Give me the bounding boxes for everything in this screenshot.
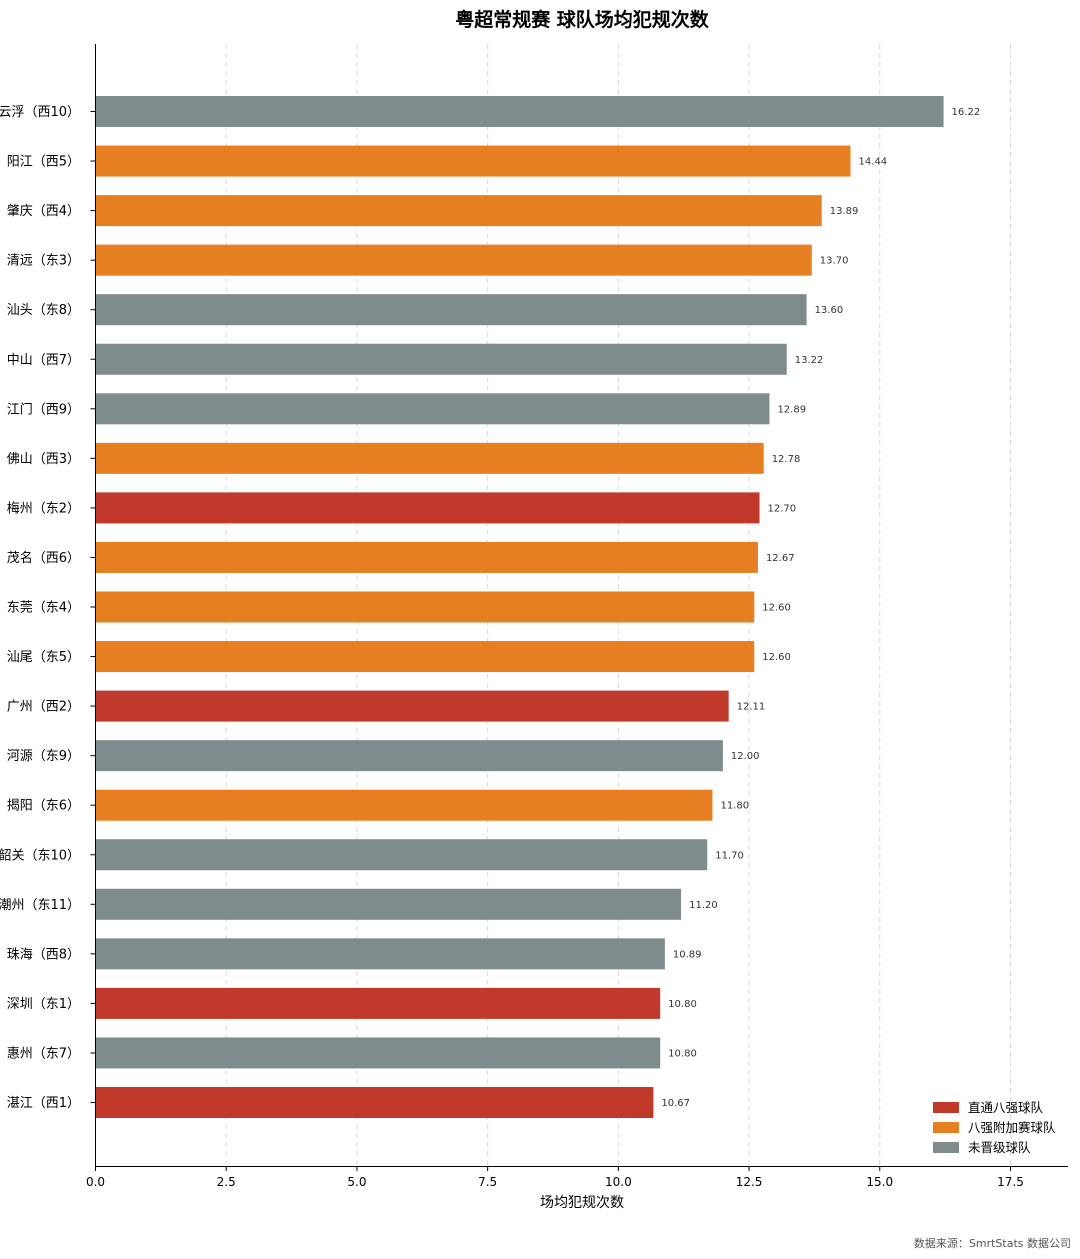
bar <box>95 1087 654 1118</box>
value-label: 10.89 <box>673 949 702 960</box>
x-tick-label: 17.5 <box>997 1175 1024 1189</box>
bar <box>95 1037 661 1069</box>
category-label: 江门（西9） <box>7 402 80 417</box>
value-label: 12.70 <box>768 503 797 514</box>
source-note: 数据来源：SmrtStats 数据公司 <box>914 1236 1071 1250</box>
bar <box>95 888 682 920</box>
bar <box>95 96 944 127</box>
value-label: 14.44 <box>858 157 887 168</box>
bar <box>95 641 755 673</box>
x-tick-label: 12.5 <box>736 1175 763 1189</box>
x-tick-label: 15.0 <box>866 1175 893 1189</box>
x-axis-label: 场均犯规次数 <box>540 1195 624 1211</box>
category-label: 广州（西2） <box>7 700 80 715</box>
category-label: 湛江（西1） <box>7 1096 80 1111</box>
x-tick-label: 7.5 <box>478 1175 497 1189</box>
bar-group: 云浮（西10） 16.22 阳江（西5） 14.44 肇庆（西4） 13.89 清远（东3）… <box>0 96 980 1118</box>
value-label: 13.60 <box>815 305 844 316</box>
category-label: 汕尾（东5） <box>7 650 80 665</box>
x-ticks: 0.0 2.5 5.0 7.5 10.0 12.5 15.0 17.5 <box>86 1166 1024 1189</box>
x-tick-label: 5.0 <box>347 1175 366 1189</box>
category-label: 韶关（东10） <box>0 847 80 863</box>
category-label: 东莞（东4） <box>7 601 80 616</box>
value-label: 10.80 <box>668 1048 697 1059</box>
category-label: 深圳（东1） <box>7 997 80 1012</box>
category-label: 揭阳（东6） <box>7 799 80 814</box>
bar <box>95 789 713 821</box>
category-label: 清远（东3） <box>7 254 80 269</box>
category-label: 佛山（西3） <box>7 452 80 467</box>
value-label: 13.70 <box>820 256 849 267</box>
x-tick-label: 10.0 <box>605 1175 632 1189</box>
bar <box>95 591 755 623</box>
axes <box>95 44 1068 1167</box>
category-label: 汕头（东8） <box>7 303 80 318</box>
legend-label: 直通八强球队 <box>968 1100 1044 1115</box>
bar <box>95 145 851 177</box>
chart-title: 粤超常规赛 球队场均犯规次数 <box>455 8 710 31</box>
value-label: 12.60 <box>762 603 791 614</box>
legend-swatch <box>933 1142 959 1153</box>
value-label: 13.89 <box>830 206 859 217</box>
value-label: 12.60 <box>762 652 791 663</box>
legend-swatch <box>933 1122 959 1133</box>
category-label: 河源（东9） <box>7 749 80 764</box>
value-label: 12.89 <box>777 404 806 415</box>
category-label: 阳江（西5） <box>7 155 80 170</box>
legend-label: 未晋级球队 <box>968 1140 1031 1155</box>
value-label: 16.22 <box>952 107 981 118</box>
bar <box>95 938 665 970</box>
legend-swatch <box>933 1102 959 1113</box>
value-label: 12.67 <box>766 553 795 564</box>
bar <box>95 492 760 524</box>
bar <box>95 343 787 375</box>
bar <box>95 442 764 474</box>
category-label: 珠海（西8） <box>7 947 80 962</box>
bar <box>95 244 812 276</box>
category-label: 茂名（西6） <box>7 550 80 566</box>
bar <box>95 294 807 326</box>
value-label: 11.80 <box>720 801 749 812</box>
value-label: 12.78 <box>772 454 801 465</box>
category-label: 肇庆（西4） <box>7 204 80 219</box>
bar <box>95 740 723 772</box>
category-label: 惠州（东7） <box>7 1046 80 1061</box>
bar <box>95 839 708 871</box>
category-label: 梅州（东2） <box>7 501 80 516</box>
category-label: 潮州（东11） <box>0 898 80 913</box>
value-label: 12.11 <box>737 702 766 713</box>
value-label: 13.22 <box>795 355 824 366</box>
value-label: 10.67 <box>661 1098 690 1109</box>
category-label: 云浮（西10） <box>0 105 80 120</box>
bar <box>95 393 770 425</box>
bar <box>95 987 661 1019</box>
value-label: 10.80 <box>668 999 697 1010</box>
value-label: 11.20 <box>689 900 718 911</box>
x-tick-label: 0.0 <box>86 1175 105 1189</box>
bar <box>95 690 729 722</box>
legend-label: 八强附加赛球队 <box>968 1120 1056 1135</box>
value-label: 11.70 <box>715 850 744 861</box>
x-tick-label: 2.5 <box>217 1175 236 1189</box>
value-label: 12.00 <box>731 751 760 762</box>
bar <box>95 195 822 227</box>
bar <box>95 541 758 573</box>
category-label: 中山（西7） <box>7 353 80 368</box>
